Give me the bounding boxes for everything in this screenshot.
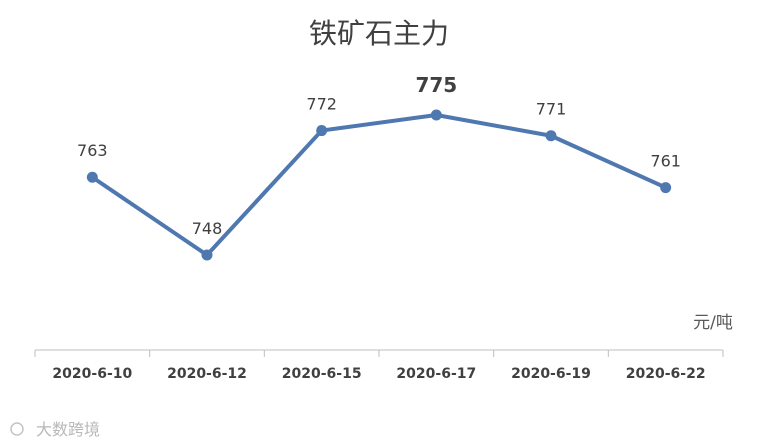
data-label: 775 — [415, 73, 457, 97]
data-labels: 763 748 772 775 771 761 — [77, 73, 681, 238]
x-tick-label: 2020-6-15 — [282, 366, 362, 382]
data-points — [86, 109, 672, 261]
x-tick-label: 2020-6-22 — [626, 366, 706, 382]
data-label: 748 — [192, 219, 223, 238]
watermark-text: 大数跨境 — [36, 420, 100, 439]
data-point — [316, 125, 328, 137]
data-label: 761 — [650, 152, 681, 171]
data-point — [660, 182, 672, 194]
data-point — [545, 130, 557, 142]
data-point — [86, 171, 98, 183]
x-tick-label: 2020-6-10 — [52, 366, 132, 382]
x-tick-label: 2020-6-12 — [167, 366, 247, 382]
data-point — [201, 249, 213, 261]
data-point — [430, 109, 442, 121]
x-axis-ticks — [34, 350, 724, 357]
x-tick-label: 2020-6-19 — [511, 366, 591, 382]
x-axis-tick-labels: 2020-6-10 2020-6-12 2020-6-15 2020-6-17 2020… — [52, 366, 705, 382]
data-label: 772 — [306, 95, 337, 114]
watermark-logo-icon — [10, 422, 24, 436]
chart-title: 铁矿石主力 — [309, 17, 449, 50]
watermark: 大数跨境 — [10, 420, 100, 439]
series-line — [90, 113, 668, 257]
unit-label: 元/吨 — [693, 313, 733, 333]
data-label: 771 — [536, 100, 567, 119]
x-tick-label: 2020-6-17 — [396, 366, 476, 382]
data-label: 763 — [77, 141, 108, 160]
